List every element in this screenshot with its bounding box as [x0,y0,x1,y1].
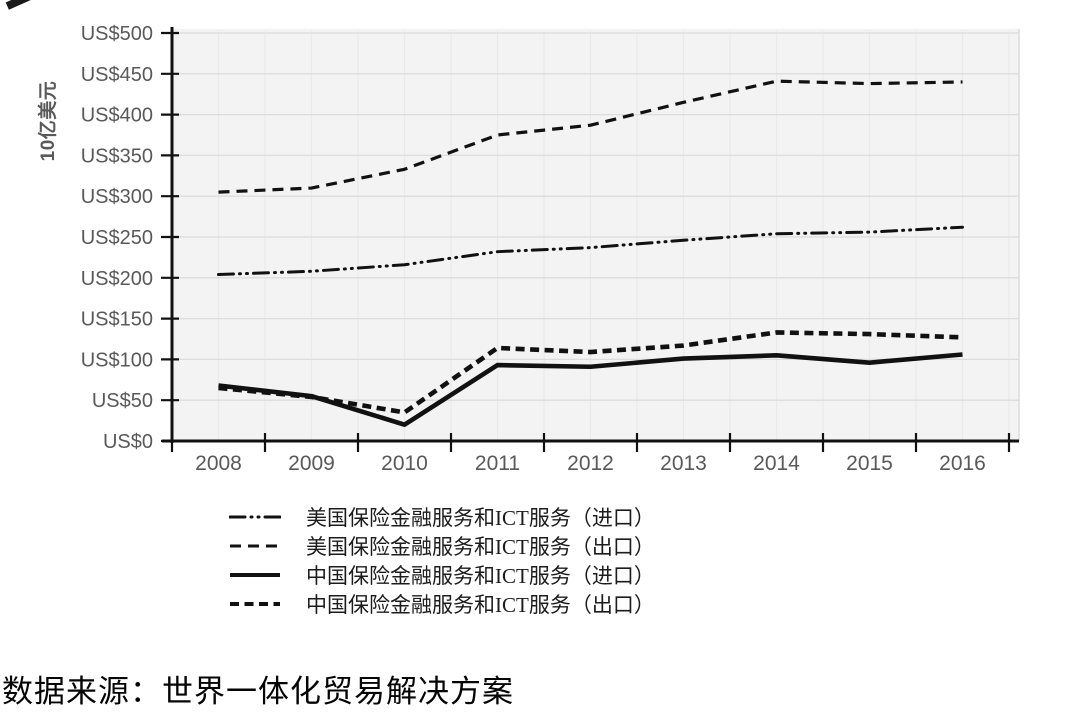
series-line-0 [217,225,964,277]
y-axis-tick-label: US$250 [81,227,153,249]
legend: 美国保险金融服务和ICT服务（进口） 美国保险金融服务和ICT服务（出口） 中国… [229,506,655,617]
legend-item-label: 美国保险金融服务和ICT服务（出口） [306,535,655,559]
y-axis-tick-label: US$50 [92,390,153,412]
legend-line-marker-dashed [230,544,280,548]
line-chart: US$0 US$50 US$100 US$150 US$200 US$250 US$300 U… [81,23,1020,475]
x-axis-tick-label: 2015 [846,452,893,475]
x-axis-tick-label: 2012 [567,452,614,475]
y-axis-tick-label: US$300 [81,186,153,208]
legend-line-marker-solid [230,573,280,577]
legend-item: 中国保险金融服务和ICT服务（出口） [229,593,655,617]
y-axis-tick-label: US$500 [81,23,153,45]
series-line-2 [218,352,963,427]
legend-item: 中国保险金融服务和ICT服务（进口） [229,564,655,588]
legend-item-label: 美国保险金融服务和ICT服务（进口） [306,506,655,530]
x-axis-tick-label: 2008 [195,452,242,475]
x-axis-tick-label: 2013 [660,452,707,475]
y-axis-tick-label: US$200 [81,268,153,290]
legend-item: 美国保险金融服务和ICT服务（进口） [229,506,655,530]
series-line-1 [218,79,963,194]
y-axis-tick-label: US$400 [81,105,153,127]
plot-area [172,29,1019,441]
y-axis-tick-label: US$450 [81,64,153,86]
y-axis-tick-label: US$150 [81,309,153,331]
source-caption: 数据来源：世界一体化贸易解决方案 [2,674,514,709]
x-axis-tick-label: 2014 [753,452,800,475]
y-axis-tick-label: US$0 [103,431,153,453]
y-axis-tick-label: US$350 [81,145,153,167]
legend-item-label: 中国保险金融服务和ICT服务（出口） [306,593,655,617]
x-axis-tick-label: 2009 [288,452,335,475]
y-axis-tick-label: US$100 [81,349,153,371]
x-axis-tick-label: 2011 [475,452,520,475]
legend-item-label: 中国保险金融服务和ICT服务（进口） [306,564,655,588]
legend-line-marker-dash-dot-dot [229,515,281,519]
legend-item: 美国保险金融服务和ICT服务（出口） [229,535,655,559]
legend-line-marker-short-dash [230,602,280,606]
series-line-3 [218,330,963,415]
x-axis-tick-label: 2016 [939,452,986,475]
x-axis-tick-label: 2010 [381,452,428,475]
